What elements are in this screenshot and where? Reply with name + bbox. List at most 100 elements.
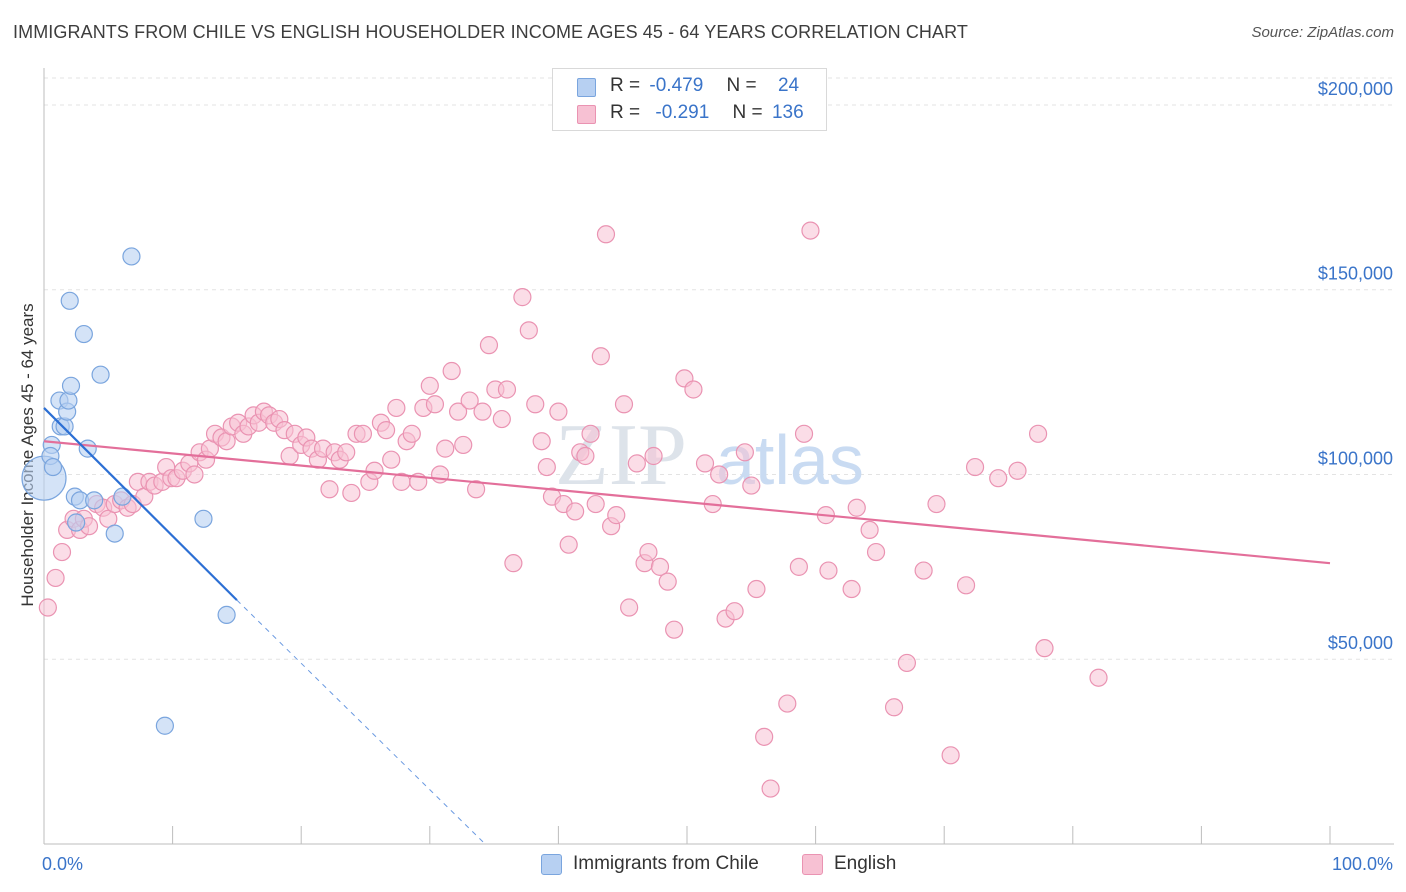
english-point <box>46 568 65 588</box>
english-point <box>755 727 774 746</box>
english-point <box>620 598 639 617</box>
legend-r-value: -0.291 <box>655 102 710 123</box>
english-point <box>897 653 917 673</box>
bottom-legend-label-english: English <box>834 853 897 874</box>
english-point <box>927 494 946 514</box>
english-point <box>761 779 780 798</box>
english-point <box>914 561 933 580</box>
chile-point <box>85 491 104 510</box>
english-point <box>684 380 703 399</box>
legend-swatch-english <box>577 105 596 124</box>
correlation-legend: R = -0.479 N = 24 R = -0.291 N = 136 <box>552 68 827 131</box>
english-point <box>519 321 538 340</box>
chile-point <box>43 457 63 477</box>
english-point <box>52 542 72 562</box>
english-point <box>735 443 754 462</box>
english-point <box>614 395 634 414</box>
english-point <box>819 561 838 580</box>
english-point <box>644 446 663 466</box>
english-point <box>1008 461 1027 480</box>
english-point <box>454 435 473 455</box>
chile-point <box>91 365 110 384</box>
english-point <box>639 542 658 562</box>
chart-title: IMMIGRANTS FROM CHILE VS ENGLISH HOUSEHO… <box>13 22 968 42</box>
english-point <box>627 454 646 473</box>
english-point <box>956 576 976 595</box>
english-point <box>492 409 511 429</box>
english-point <box>607 506 626 525</box>
english-point <box>847 498 866 517</box>
english-point <box>941 746 960 765</box>
english-point <box>473 402 492 421</box>
english-point <box>989 469 1008 488</box>
y-tick-label: $100,000 <box>1318 448 1393 468</box>
english-point <box>586 494 605 514</box>
bottom-legend-label-chile: Immigrants from Chile <box>573 853 759 874</box>
grid-lines <box>44 77 1394 660</box>
english-point <box>710 465 729 484</box>
english-point <box>965 457 985 477</box>
english-point <box>402 424 421 443</box>
english-point <box>581 424 600 443</box>
english-point <box>860 520 879 540</box>
english-point <box>747 579 766 599</box>
english-point <box>448 402 468 421</box>
chile-trend-line <box>43 407 238 601</box>
english-point <box>185 465 204 484</box>
legend-swatch-chile <box>577 78 596 97</box>
english-point <box>537 457 556 477</box>
english-point <box>497 380 517 399</box>
y-tick-label: $50,000 <box>1328 633 1393 653</box>
chile-point <box>55 417 74 436</box>
english-point <box>742 476 761 495</box>
english-point <box>376 421 396 440</box>
english-point <box>442 361 461 381</box>
english-point <box>353 424 373 443</box>
english-point <box>801 221 820 240</box>
english-point <box>1089 668 1108 687</box>
legend-r-label: R = <box>610 75 641 96</box>
english-point <box>566 502 585 521</box>
english-point <box>576 446 595 466</box>
x-tick-label-max: 100.0% <box>1332 854 1393 874</box>
tick-labels: $50,000 $100,000 $150,000 $200,000 0.0% 100.0… <box>42 79 1393 874</box>
legend-r-label: R = <box>610 102 641 123</box>
english-point <box>650 557 670 576</box>
chile-point <box>74 324 93 344</box>
english-point <box>38 598 57 617</box>
legend-n-value: 136 <box>771 102 804 123</box>
chile-point <box>78 439 97 458</box>
watermark-atlas: atlas <box>716 421 864 499</box>
english-point <box>596 225 616 244</box>
english-point <box>725 602 744 621</box>
english-point <box>320 480 339 499</box>
english-point <box>695 454 715 473</box>
english-point <box>549 402 568 421</box>
english-point <box>526 395 545 414</box>
english-point <box>789 557 808 576</box>
source-label: Source: ZipAtlas.com <box>1251 24 1394 41</box>
english-point <box>466 480 486 499</box>
english-point <box>665 620 684 639</box>
bottom-legend-swatch-chile <box>541 854 562 875</box>
english-point <box>513 288 532 307</box>
english-point <box>387 398 406 418</box>
english-point <box>1035 639 1054 658</box>
english-point <box>532 432 551 451</box>
chile-point <box>61 376 81 395</box>
english-point <box>479 336 499 355</box>
english-point <box>842 579 861 599</box>
x-tick-label-min: 0.0% <box>42 854 83 874</box>
chile-point <box>217 605 236 624</box>
english-point <box>794 424 814 443</box>
english-point <box>658 572 677 591</box>
english-point <box>884 698 904 717</box>
legend-n-label: N = <box>726 75 757 96</box>
legend-r-value: -0.479 <box>649 75 704 96</box>
chile-trend-extension <box>236 599 486 845</box>
english-point <box>382 450 401 469</box>
chile-point <box>67 513 86 532</box>
english-point <box>425 395 445 414</box>
chile-point <box>155 716 174 735</box>
